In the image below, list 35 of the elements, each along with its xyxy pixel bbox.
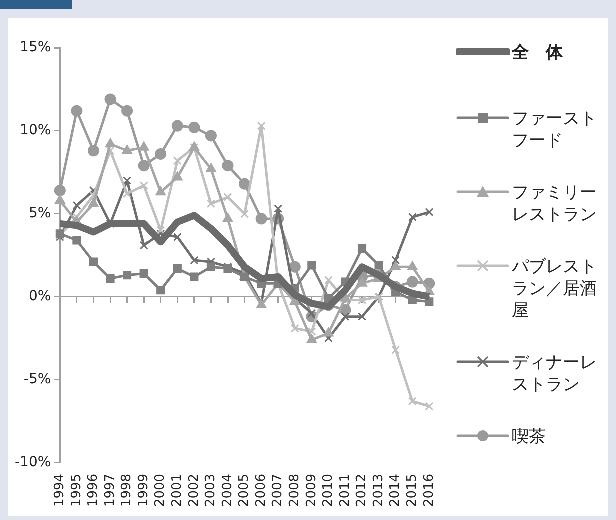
x-tick-label: 2000 bbox=[153, 474, 168, 508]
x-tick-label: 1997 bbox=[102, 474, 118, 508]
y-tick-label: 15% bbox=[20, 40, 52, 56]
x-tick-label: 2011 bbox=[338, 474, 353, 508]
y-tick-label: 0% bbox=[28, 288, 52, 305]
legend-label: 全 体 bbox=[512, 42, 563, 64]
x-tick-label: 2016 bbox=[422, 474, 437, 508]
y-tick-label: 5% bbox=[28, 206, 52, 222]
x-tick-label: 2005 bbox=[237, 474, 252, 508]
legend-label: パブレストラン／居酒屋 bbox=[512, 256, 598, 322]
x-tick-label: 1996 bbox=[86, 474, 102, 508]
y-tick-label: 10% bbox=[20, 122, 52, 139]
x-tick-label: 2015 bbox=[404, 474, 420, 508]
legend-label: ファーストフード bbox=[512, 108, 598, 152]
x-tick-label: 2013 bbox=[371, 474, 386, 508]
x-tick-label: 2006 bbox=[254, 474, 269, 508]
x-tick-label: 1998 bbox=[120, 474, 135, 508]
x-tick-label: 2008 bbox=[288, 474, 303, 508]
x-tick-label: 2001 bbox=[170, 474, 186, 508]
x-tick-label: 2003 bbox=[204, 474, 219, 508]
x-tick-label: 2002 bbox=[186, 474, 202, 508]
x-tick-label: 2004 bbox=[220, 474, 236, 508]
x-tick-label: 2007 bbox=[270, 474, 286, 508]
legend-label: 喫茶 bbox=[512, 426, 546, 448]
y-tick-label: -5% bbox=[24, 372, 52, 388]
y-tick-label: -10% bbox=[14, 454, 52, 471]
x-tick-label: 1994 bbox=[52, 474, 68, 508]
x-tick-label: 2014 bbox=[388, 474, 404, 508]
x-tick-label: 1995 bbox=[69, 474, 84, 508]
x-tick-label: 1999 bbox=[136, 474, 152, 508]
legend-label: ファミリーレストラン bbox=[512, 182, 598, 226]
x-tick-label: 2012 bbox=[354, 474, 370, 508]
x-tick-label: 2009 bbox=[304, 474, 320, 508]
x-tick-label: 2010 bbox=[321, 474, 336, 508]
legend-label: ディナーレストラン bbox=[512, 352, 598, 396]
